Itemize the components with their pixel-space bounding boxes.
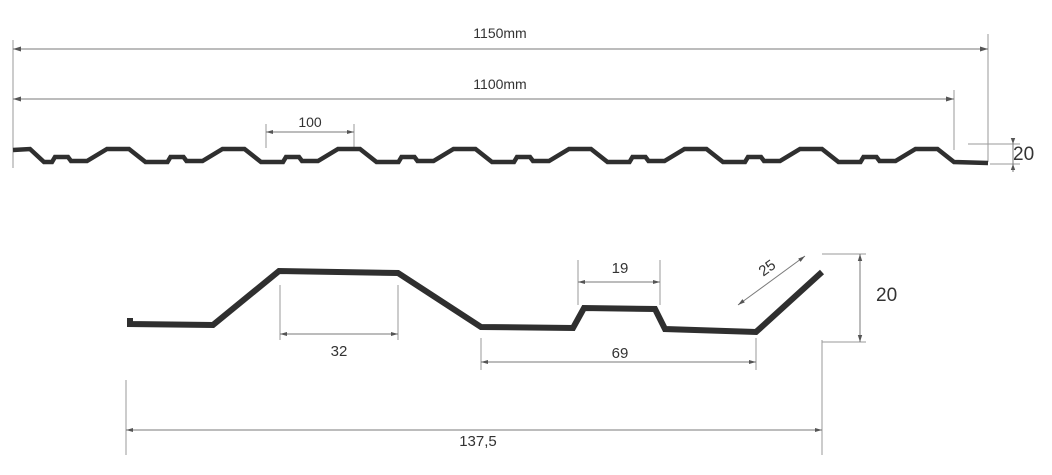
module-profile-line [127, 267, 825, 336]
rib-top-label: 19 [612, 260, 629, 277]
arrowhead-overview-height-top [1010, 138, 1016, 144]
pitch-label: 100 [298, 114, 322, 130]
arrowhead-detail-height-bottom [857, 335, 863, 342]
arrowhead-pitch-left [266, 130, 273, 134]
cover-width-label: 1100mm [473, 76, 526, 92]
detail-height-label: 20 [876, 285, 897, 306]
arrowhead-1100-left [13, 96, 21, 102]
arrowhead-1150-left [13, 46, 21, 52]
slope-label: 25 [756, 257, 779, 281]
arrowhead-overview-height-bottom [1010, 164, 1016, 170]
valley-label: 69 [612, 345, 629, 362]
arrowhead-module-right [815, 428, 822, 432]
total-width-label: 1150mm [473, 25, 526, 41]
arrowhead-module-left [126, 428, 133, 432]
module-width-label: 137,5 [459, 433, 497, 450]
detail-profile-view: 32 19 25 20 69 137,5 [125, 253, 897, 455]
arrowhead-top-flat-left [280, 332, 287, 336]
top-flat-label: 32 [331, 343, 348, 360]
arrowhead-detail-height-top [857, 254, 863, 261]
arrowhead-slope-lower [738, 299, 745, 305]
arrowhead-slope-upper [798, 256, 805, 262]
dimension-line-slope [737, 255, 806, 306]
arrowhead-1100-right [946, 96, 954, 102]
sheet-profile-line [12, 146, 989, 166]
arrowhead-valley-right [749, 360, 756, 364]
arrowhead-rib-top-left [578, 280, 585, 284]
overview-profile-view: 1150mm 1100mm 100 20 [12, 25, 1034, 172]
arrowhead-top-flat-right [391, 332, 398, 336]
overview-height-label: 20 [1013, 144, 1034, 165]
arrowhead-pitch-right [347, 130, 354, 134]
arrowhead-rib-top-right [653, 280, 660, 284]
arrowhead-valley-left [481, 360, 488, 364]
arrowhead-1150-right [980, 46, 988, 52]
